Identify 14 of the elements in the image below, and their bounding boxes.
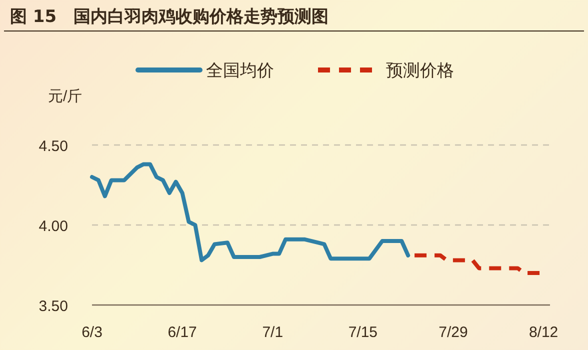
x-tick-label: 6/17 [168, 324, 197, 341]
legend-label: 全国均价 [206, 61, 274, 80]
y-tick-label: 3.50 [38, 298, 68, 315]
y-tick-label: 4.50 [38, 138, 68, 155]
x-tick-label: 7/29 [438, 324, 468, 341]
x-tick-label: 6/3 [82, 324, 102, 341]
legend-label: 预测价格 [386, 61, 454, 80]
x-tick-label: 7/15 [348, 324, 378, 341]
x-tick-label: 8/12 [528, 324, 558, 341]
chart-title: 图 15 国内白羽肉鸡收购价格走势预测图 [10, 7, 329, 27]
x-tick-label: 7/1 [262, 324, 284, 341]
line-series [90, 162, 410, 262]
y-axis-title: 元/斤 [48, 88, 82, 105]
y-tick-label: 4.00 [38, 218, 68, 235]
